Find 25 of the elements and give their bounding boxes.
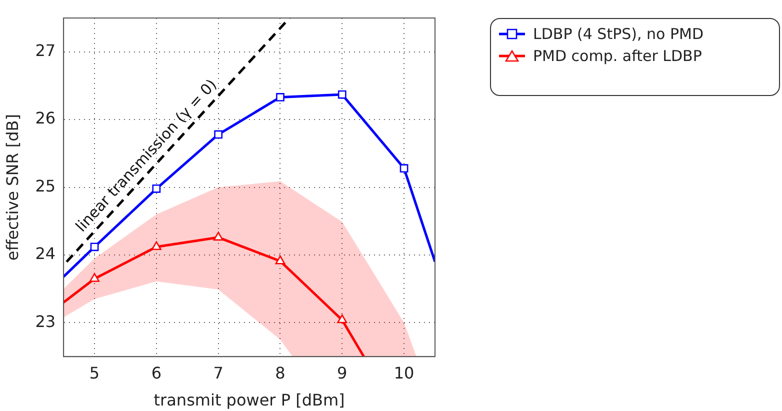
x-tick-label: 9 bbox=[337, 363, 348, 382]
x-tick-label: 10 bbox=[394, 363, 414, 382]
point bbox=[338, 90, 346, 99]
x-tick-label: 5 bbox=[89, 363, 100, 382]
point bbox=[276, 93, 284, 102]
x-tick-label: 7 bbox=[213, 363, 224, 382]
point bbox=[90, 273, 100, 282]
point bbox=[400, 164, 408, 173]
point bbox=[275, 255, 286, 264]
x-tick-label: 6 bbox=[151, 363, 162, 382]
y-tick-label: 26 bbox=[35, 108, 56, 128]
x-tick-label: 8 bbox=[275, 363, 286, 382]
legend-label: PMD comp. after LDBP bbox=[533, 47, 702, 65]
legend-label: LDBP (4 StPS), no PMD bbox=[533, 25, 704, 43]
point bbox=[337, 314, 348, 324]
point bbox=[90, 242, 99, 252]
y-tick-label: 27 bbox=[35, 41, 56, 60]
point bbox=[213, 232, 224, 241]
point bbox=[151, 241, 162, 250]
point bbox=[214, 130, 223, 139]
y-axis-title: effective SNR [dB] bbox=[2, 114, 22, 261]
y-tick-label: 24 bbox=[35, 244, 56, 264]
x-axis-title: transmit power P [dBm] bbox=[154, 390, 345, 410]
y-tick-label: 23 bbox=[35, 312, 56, 331]
y-tick-label: 25 bbox=[35, 176, 56, 196]
